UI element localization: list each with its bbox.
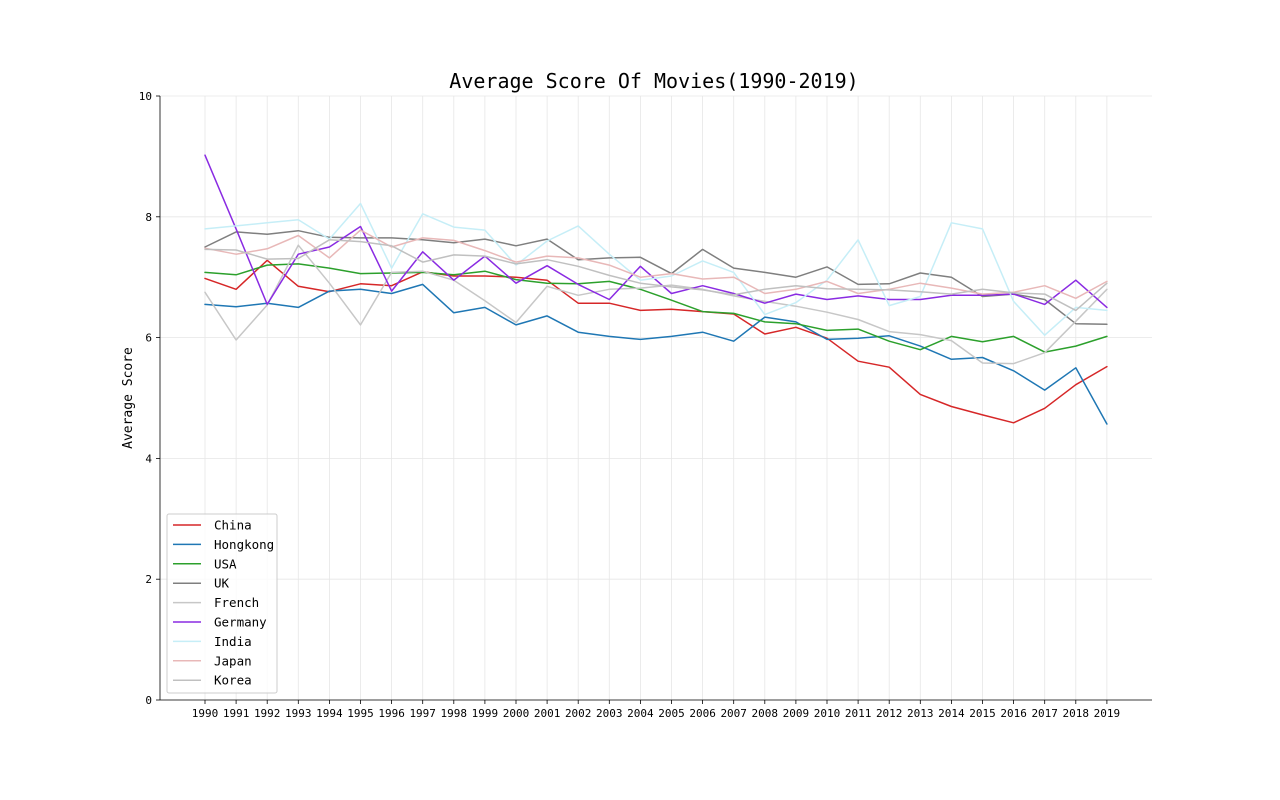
y-tick-label: 0 <box>145 694 152 707</box>
series-line-india <box>204 202 1108 336</box>
x-tick-label: 2004 <box>627 707 654 720</box>
axes <box>159 96 1152 701</box>
x-tick-label: 2009 <box>783 707 810 720</box>
x-tick-label: 1996 <box>378 707 405 720</box>
series <box>204 154 1108 425</box>
legend-label-hongkong: Hongkong <box>214 537 274 552</box>
series-line-germany <box>204 154 1108 309</box>
x-tick-label: 2018 <box>1063 707 1090 720</box>
x-tick-label: 2017 <box>1031 707 1058 720</box>
x-tick-label: 1998 <box>441 707 468 720</box>
x-tick-label: 2001 <box>534 707 561 720</box>
x-tick-label: 2014 <box>938 707 965 720</box>
x-tick-label: 1991 <box>223 707 250 720</box>
y-tick-label: 10 <box>139 90 152 103</box>
y-tick-label: 6 <box>145 332 152 345</box>
x-tick-label: 2015 <box>969 707 996 720</box>
x-tick-label: 2013 <box>907 707 934 720</box>
legend: China Hongkong USA UK French Germany India Japa… <box>166 513 278 694</box>
x-tick-label: 2007 <box>720 707 747 720</box>
grid <box>160 95 1152 701</box>
x-tick-label: 2003 <box>596 707 623 720</box>
series-line-hongkong <box>204 283 1108 425</box>
x-tick-label: 1994 <box>316 707 343 720</box>
x-tick-label: 2011 <box>845 707 872 720</box>
legend-frame <box>166 513 278 694</box>
series-line-french <box>204 244 1108 365</box>
x-tick-label: 1995 <box>347 707 374 720</box>
series-line-uk <box>204 229 1108 326</box>
legend-label-india: India <box>214 634 252 649</box>
x-tick-label: 2019 <box>1094 707 1121 720</box>
series-line-usa <box>204 263 1108 353</box>
legend-label-french: French <box>214 595 259 610</box>
series-line-korea <box>204 239 1108 312</box>
x-tick-label: 2002 <box>565 707 592 720</box>
x-tick-label: 2006 <box>689 707 716 720</box>
series-line-china <box>204 259 1108 424</box>
legend-label-germany: Germany <box>214 615 267 630</box>
x-tick-label: 1997 <box>409 707 436 720</box>
x-tick-label: 2005 <box>658 707 685 720</box>
chart-title: Average Score Of Movies(1990-2019) <box>449 69 858 93</box>
y-tick-label: 8 <box>145 211 152 224</box>
series-line-japan <box>204 229 1108 300</box>
y-axis-label: Average Score <box>121 347 136 449</box>
legend-label-japan: Japan <box>214 653 252 668</box>
x-tick-label: 2012 <box>876 707 903 720</box>
x-tick-label: 2008 <box>752 707 779 720</box>
x-tick-label: 2000 <box>503 707 530 720</box>
y-tick-label: 2 <box>145 573 152 586</box>
legend-label-korea: Korea <box>214 673 252 688</box>
legend-label-uk: UK <box>214 576 230 591</box>
x-tick-label: 1999 <box>472 707 499 720</box>
x-tick-label: 1990 <box>192 707 219 720</box>
x-tick-label: 1992 <box>254 707 281 720</box>
legend-label-usa: USA <box>214 556 237 571</box>
ticks: 1990 1991 1992 1993 1994 1995 1996 1997 1998 1999… <box>139 90 1120 720</box>
x-tick-label: 2010 <box>814 707 841 720</box>
x-tick-label: 1993 <box>285 707 312 720</box>
x-tick-label: 2016 <box>1000 707 1027 720</box>
legend-label-china: China <box>214 518 252 533</box>
y-tick-label: 4 <box>145 452 152 465</box>
